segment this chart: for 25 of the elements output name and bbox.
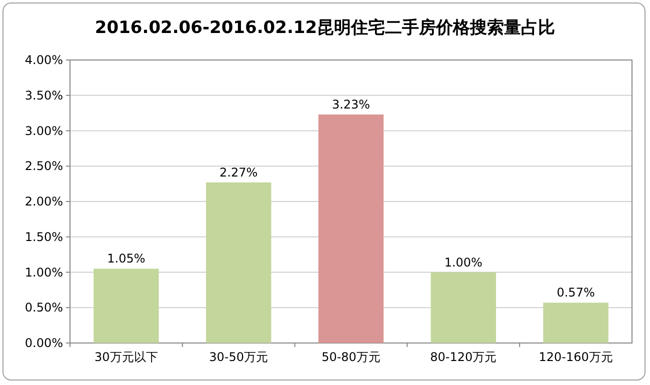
data-label: 0.57% [556, 286, 595, 300]
y-tick-label: 0.50% [24, 300, 63, 315]
x-tick-label: 80-120万元 [430, 350, 497, 364]
bar [318, 114, 384, 343]
y-tick-label: 1.00% [24, 265, 63, 280]
data-label: 1.00% [444, 255, 482, 270]
data-label: 3.23% [332, 97, 370, 112]
chart-title: 2016.02.06-2016.02.12昆明住宅二手房价格搜索量占比 [94, 18, 556, 38]
y-tick-label: 0.00% [24, 336, 63, 350]
bar [430, 272, 496, 343]
y-tick-label: 4.00% [24, 53, 63, 67]
x-tick-label: 30-50万元 [209, 350, 268, 364]
data-label: 1.05% [107, 252, 146, 266]
y-tick-label: 1.50% [24, 230, 63, 244]
y-tick-label: 2.00% [24, 194, 63, 208]
bar [543, 302, 608, 343]
bar [94, 268, 159, 343]
y-tick-label: 3.50% [24, 88, 63, 102]
y-tick-label: 3.00% [24, 124, 63, 138]
x-tick-label: 50-80万元 [322, 350, 380, 364]
x-tick-label: 30万元以下 [94, 350, 158, 364]
bar [206, 182, 272, 343]
y-tick-label: 2.50% [24, 159, 63, 174]
x-tick-label: 120-160万元 [538, 350, 613, 364]
data-label: 2.27% [220, 165, 258, 180]
